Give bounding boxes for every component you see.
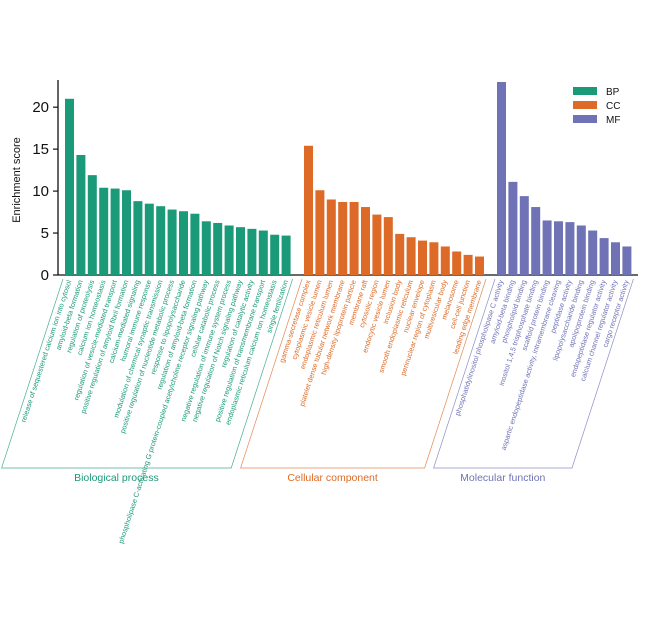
bar-cc-cytosolic-region [372,214,382,275]
bar-cc-perinuclear-region-of-cytoplasm [429,242,439,275]
bar-mf-apolipoprotein-binding [588,230,598,275]
bar-mf-aspartic-endopeptidase-activity-intramembrane-cleaving [554,221,563,275]
bar-bp-endoplasmic-reticulum-calcium-ion-homeostasis [270,234,280,275]
bars [65,82,632,275]
legend: BP CC MF [573,87,620,126]
bar-mf-scaffold-protein-binding [542,220,552,275]
legend-label-mf: MF [606,115,620,126]
group-label-bp: Biological process [74,472,159,484]
legend-label-bp: BP [606,87,620,98]
bar-bp-positive-regulation-of-amyloid-fibril-formation [122,190,131,275]
y-axis-title: Enrichment score [11,137,23,223]
bar-mf-phospholipid-binding [519,196,529,275]
bar-bp-release-of-sequestered-calcium-ion-into-cytosol [65,98,74,275]
bar-bp-negative-regulation-of-immune-system-process [224,225,234,275]
bar-cc-cytoplasmic-vesicle-lumen [315,190,325,275]
y-tick-label: 15 [32,141,49,158]
bar-mf-amyloid-beta-binding [508,181,518,275]
bar-bp-calcium-mediated-signaling [133,201,143,275]
group-label-cc: Cellular component [287,472,378,484]
bar-cc-inclusion-body [395,233,405,275]
bar-cc-leading-edge-membrane [475,256,484,275]
bar-bp-positive-regulation-of-nucleotide-metabolic-process [167,209,177,275]
bar-mf-endopeptidase-regulator-activity [599,238,609,275]
y-ticks: 0 5 10 15 20 [32,99,58,284]
y-tick-label: 10 [32,183,49,200]
bar-bp-regulation-of-vesicle-mediated-transport [110,188,120,275]
bar-cc-cell-cell-junction [463,254,473,275]
bar-bp-positive-regulation-of-transmembrane-transport [258,230,268,275]
bar-cc-platelet-dense-tubular-network-membrane [338,201,348,275]
bar-bp-amyloid-beta-formation [76,155,86,275]
group-bracket-bp [1,278,293,469]
bar-mf-peptidase-activity [565,222,575,275]
category-labels: release of sequestered calcium ion into … [19,278,631,544]
y-tick-label: 5 [41,225,49,242]
bar-cc-gamma-secretase-complex [304,145,313,275]
group-bracket-mf [433,278,634,469]
bar-cc-multivesicular-body [440,246,450,275]
bar-bp-calcium-ion-homeostasis [99,187,109,275]
y-tick-label: 20 [32,99,49,116]
bar-bp-negative-regulation-of-notch-signaling-pathway [236,227,245,275]
bar-bp-regulation-of-catalytic-activity [247,228,257,275]
bar-bp-humoral-immune-response [144,203,154,275]
bar-mf-cargo-receptor-activity [622,246,632,275]
bar-bp-cellular-catabolic-process [213,222,223,275]
bar-cc-melanosome [452,251,462,275]
group-bracket-cc [240,278,487,469]
legend-swatch-cc [573,101,597,109]
bar-bp-regulation-of-proteolysis [87,175,97,275]
bar-cc-endocytic-vesicle-lumen [383,217,393,275]
y-axis: 0 5 10 15 20 Enrichment score [11,80,59,284]
group-label-mf: Molecular function [460,472,545,484]
group-labels: Biological process Cellular component Mole… [74,472,545,484]
bar-cc-membrane-raft [361,207,370,275]
bar-bp-modulation-of-chemical-synaptic-transmission [156,206,166,275]
bar-cc-high-density-lipoprotein-particle [349,201,359,275]
legend-swatch-bp [573,87,597,95]
bar-mf-inositol-1-4-5-trisphosphate-binding [531,207,541,275]
bar-mf-lipopolysaccharide-binding [576,225,586,275]
bar-cc-nuclear-envelope [418,240,427,275]
bar-bp-response-to-lipopolysaccharide [179,211,188,275]
legend-label-cc: CC [606,101,620,112]
bar-mf-phosphatidylinositol-phospholipase-c-activity [497,82,506,275]
bar-bp-regulation-of-amyloid-beta-formation [190,213,200,275]
bar-bp-single-fertilization [281,235,291,275]
bar-cc-smooth-endoplasmic-reticulum [406,237,416,275]
bar-mf-calcium-channel-regulator-activity [611,242,620,275]
bar-cc-endoplasmic-reticulum-lumen [326,199,336,275]
group-brackets [1,278,634,469]
y-tick-label: 0 [41,267,49,284]
bar-bp-phospholipase-c-activating-g-protein-coupled-acetylcholine-receptor-signaling-pathway [201,221,211,275]
legend-swatch-mf [573,115,597,123]
